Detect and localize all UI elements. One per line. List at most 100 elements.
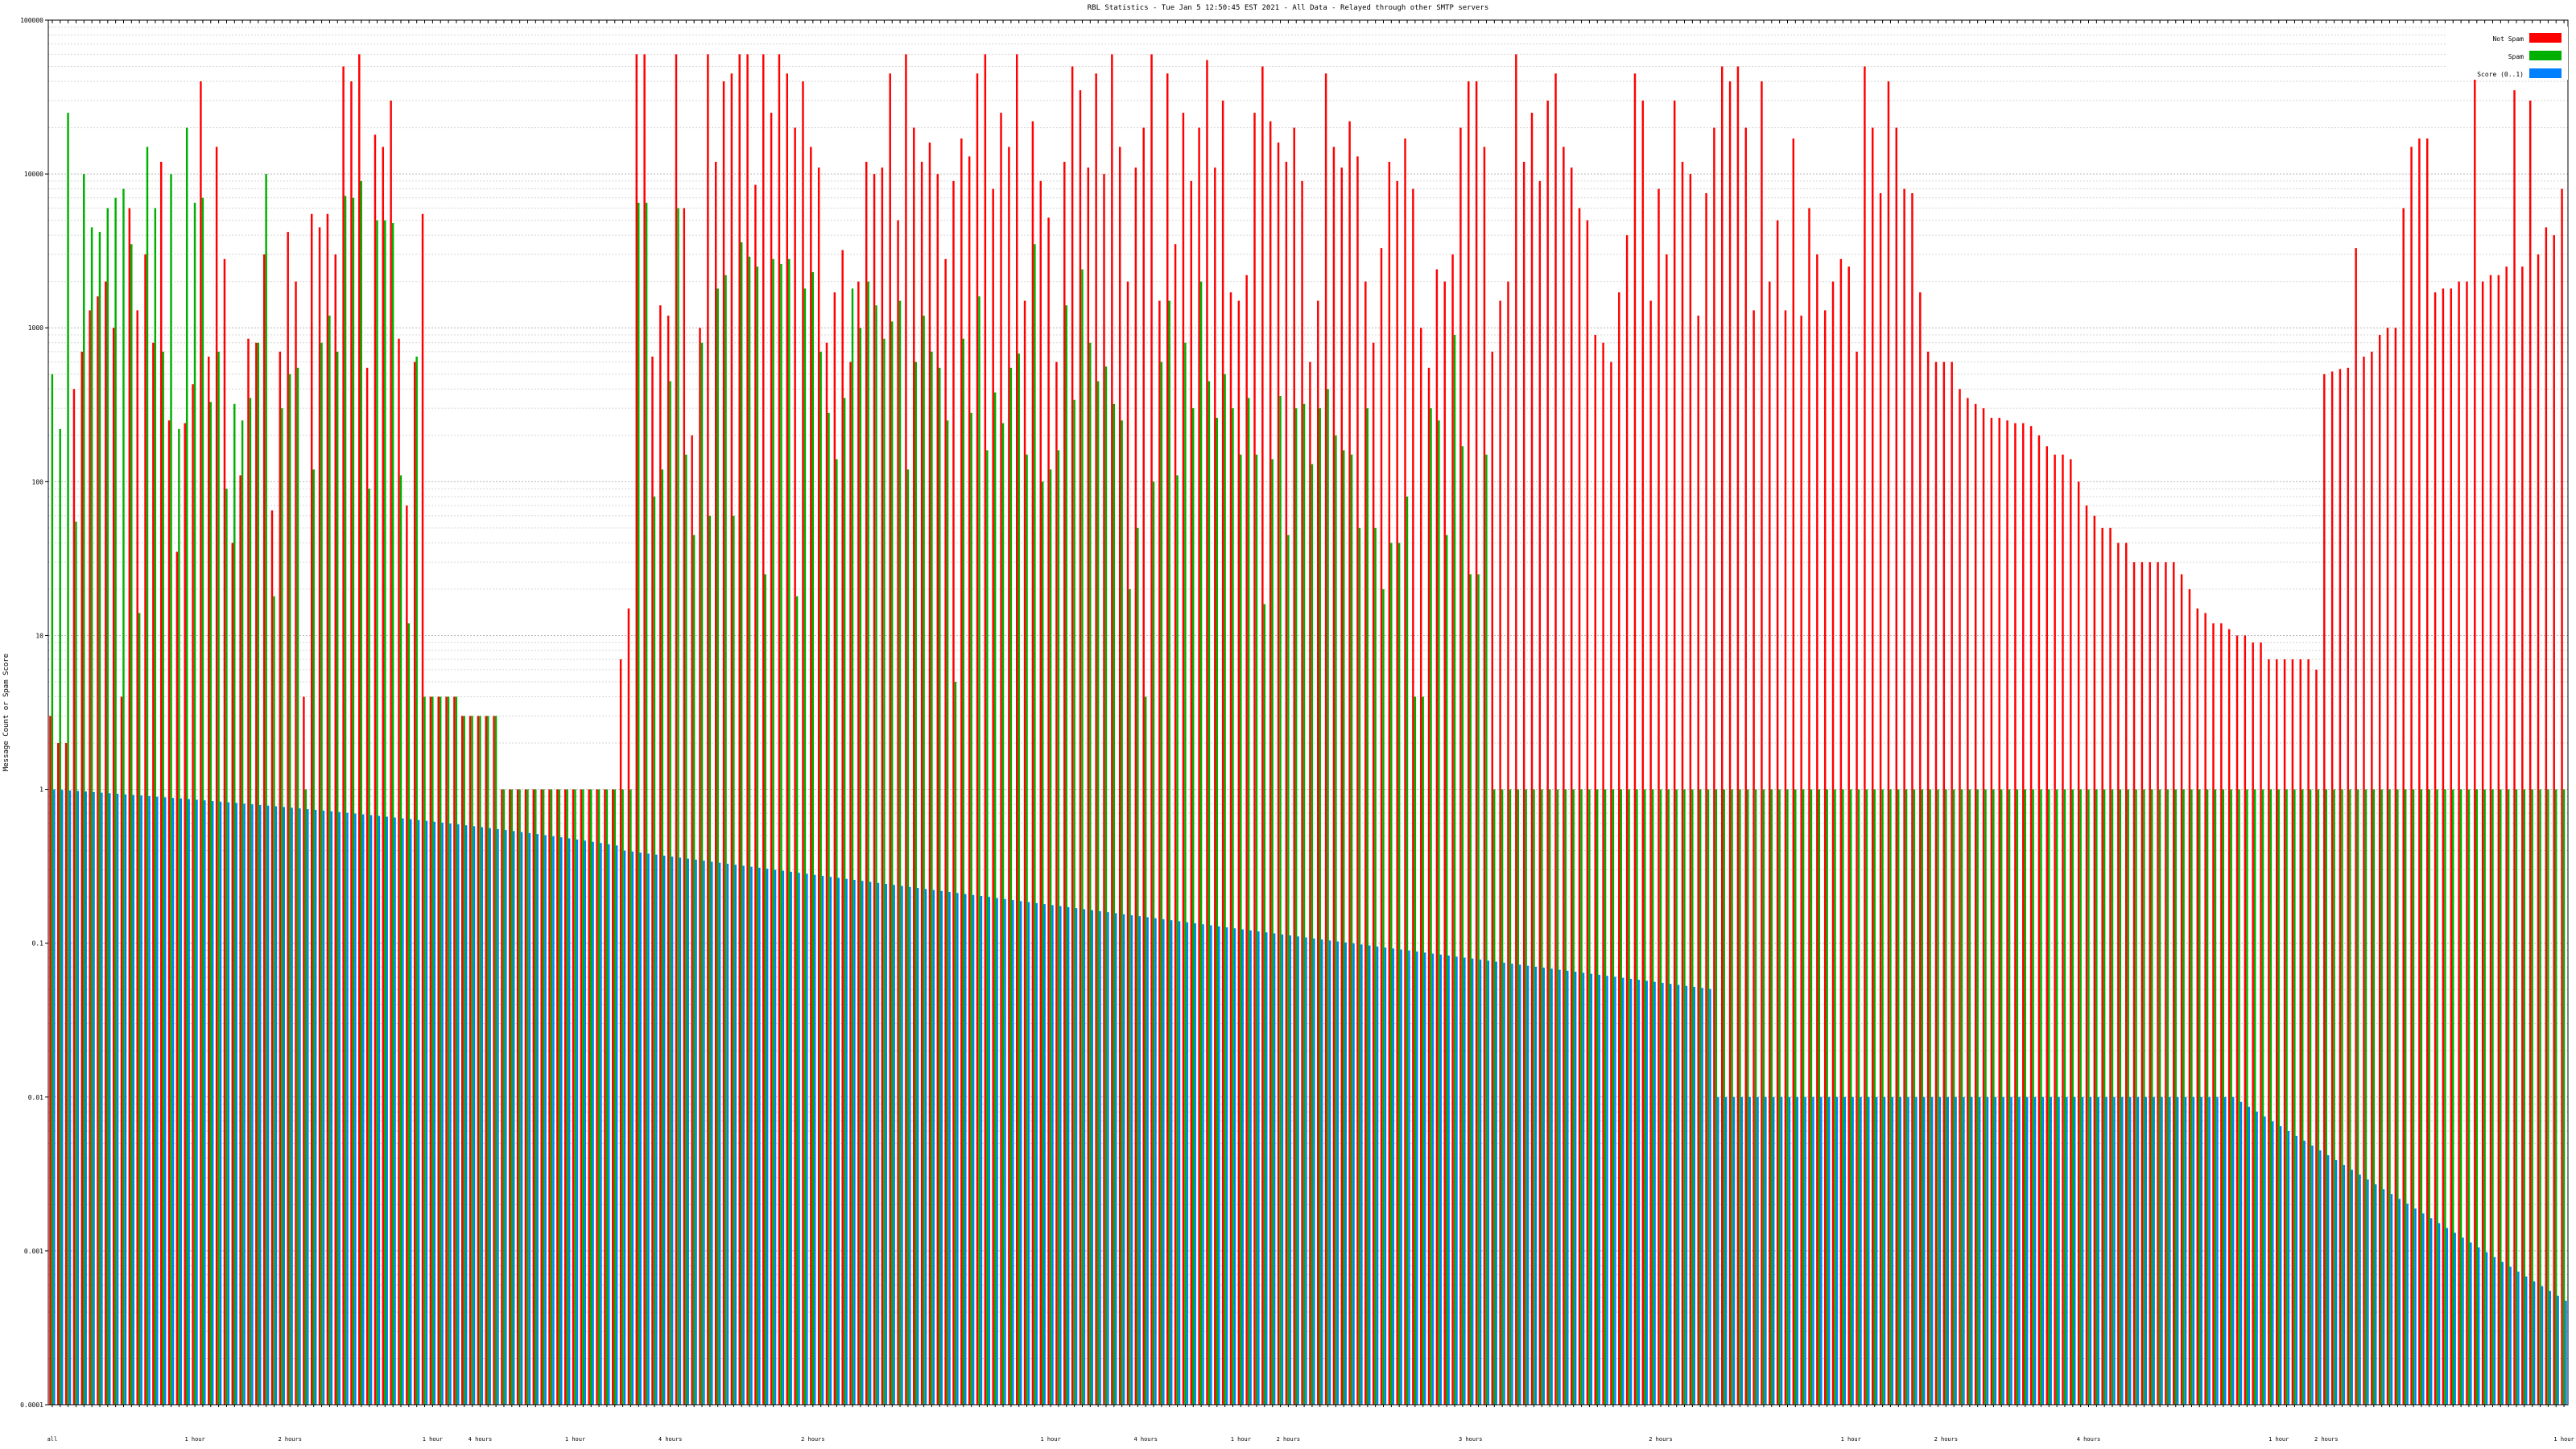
bar-spam: [2174, 789, 2177, 1405]
bar-score: [647, 853, 650, 1405]
bar-score: [2359, 1174, 2361, 1405]
bar-not-spam: [1538, 180, 1542, 1406]
bar-spam: [867, 281, 869, 1406]
bar-not-spam: [1245, 275, 1248, 1405]
bar-score: [2319, 1150, 2322, 1405]
bar-score: [528, 832, 531, 1405]
bar-not-spam: [2140, 562, 2144, 1406]
bar-score: [1154, 918, 1157, 1405]
bar-score: [1233, 928, 1236, 1405]
bar-not-spam: [1618, 292, 1620, 1405]
bar-spam: [931, 351, 933, 1406]
bar-spam: [1580, 789, 1583, 1405]
bar-not-spam: [318, 227, 321, 1406]
bar-not-spam: [2450, 288, 2453, 1406]
bar-spam: [574, 789, 576, 1405]
bar-not-spam: [2062, 454, 2064, 1405]
bar-spam: [162, 351, 164, 1406]
bar-spam: [1184, 342, 1187, 1405]
bar-score: [402, 818, 404, 1405]
bar-score: [1004, 898, 1006, 1405]
bar-not-spam: [1721, 66, 1724, 1406]
bar-not-spam: [2037, 435, 2041, 1405]
bar-spam: [772, 258, 774, 1405]
bar-not-spam: [445, 696, 448, 1405]
bar-spam: [1152, 481, 1155, 1406]
bar-not-spam: [627, 608, 630, 1405]
bar-score: [885, 884, 888, 1405]
bar-not-spam: [1332, 147, 1335, 1405]
bar-spam: [906, 469, 910, 1405]
bar-score: [631, 851, 634, 1405]
bar-not-spam: [1515, 54, 1517, 1406]
bar-score: [425, 820, 428, 1405]
bar-spam: [2459, 789, 2462, 1405]
bar-spam: [851, 288, 854, 1406]
bar-score: [2334, 1160, 2338, 1405]
bar-not-spam: [524, 789, 527, 1405]
bar-score: [806, 873, 808, 1405]
bar-spam: [1849, 789, 1852, 1405]
bar-spam: [1786, 789, 1789, 1405]
bar-spam: [2063, 789, 2066, 1405]
category-label: 1 hour: [423, 1436, 443, 1443]
bar-score: [1249, 930, 1252, 1405]
bar-score: [1922, 1096, 1926, 1405]
bar-spam: [1137, 527, 1139, 1405]
bar-score: [2326, 1155, 2330, 1405]
bar-not-spam: [1594, 334, 1596, 1405]
bar-score: [1693, 986, 1696, 1405]
bar-not-spam: [596, 789, 598, 1405]
bar-score: [1748, 1096, 1751, 1405]
bars: [49, 54, 2567, 1406]
bar-not-spam: [398, 338, 400, 1405]
bar-not-spam: [105, 281, 107, 1406]
bar-not-spam: [1087, 167, 1090, 1405]
bar-not-spam: [2347, 367, 2350, 1405]
bar-not-spam: [413, 361, 416, 1405]
bar-spam: [1255, 454, 1258, 1405]
bar-not-spam: [1808, 208, 1810, 1405]
y-tick-label: 1: [39, 786, 43, 794]
bar-spam: [407, 623, 411, 1405]
bar-score: [2462, 1237, 2464, 1405]
bar-not-spam: [80, 351, 84, 1406]
bar-spam: [2491, 789, 2494, 1405]
bar-spam: [859, 328, 862, 1406]
bar-not-spam: [1792, 138, 1795, 1405]
bar-score: [1788, 1096, 1791, 1405]
bar-not-spam: [1610, 361, 1612, 1405]
bar-spam: [1636, 789, 1638, 1405]
bar-not-spam: [1015, 54, 1018, 1406]
bar-spam: [138, 613, 141, 1405]
bar-spam: [265, 174, 267, 1406]
bar-score: [196, 799, 198, 1405]
bar-not-spam: [501, 789, 503, 1405]
bar-score: [1336, 941, 1340, 1405]
bar-score: [180, 798, 183, 1405]
bar-not-spam: [928, 142, 931, 1405]
bar-not-spam: [2442, 288, 2445, 1406]
bar-not-spam: [1055, 361, 1058, 1405]
bar-score: [916, 888, 919, 1405]
bar-score: [243, 803, 246, 1405]
bar-not-spam: [1214, 167, 1216, 1405]
bar-spam: [1001, 423, 1005, 1406]
bar-not-spam: [2497, 275, 2500, 1405]
bar-score: [2422, 1213, 2425, 1405]
bar-score: [2113, 1096, 2116, 1405]
bar-score: [988, 897, 991, 1405]
bar-spam: [1311, 464, 1314, 1405]
bar-score: [2105, 1096, 2107, 1405]
bar-score: [1495, 961, 1497, 1405]
bar-score: [814, 874, 816, 1405]
bar-spam: [2135, 789, 2137, 1405]
bar-not-spam: [1959, 389, 1961, 1406]
bar-spam: [2452, 789, 2454, 1405]
bar-not-spam: [1396, 180, 1398, 1406]
bar-spam: [2158, 789, 2161, 1405]
bar-not-spam: [2386, 328, 2389, 1406]
bar-spam: [320, 342, 323, 1405]
bar-score: [1067, 906, 1070, 1405]
bar-not-spam: [2323, 374, 2326, 1405]
